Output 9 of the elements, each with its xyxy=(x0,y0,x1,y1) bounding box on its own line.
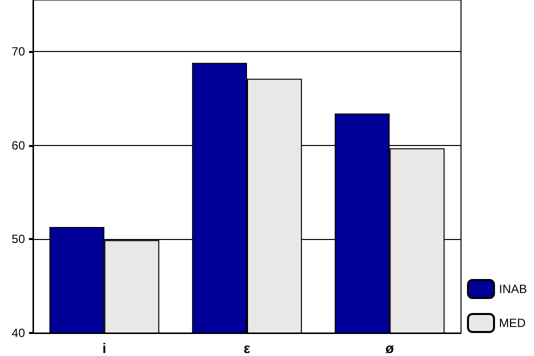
legend-label: MED xyxy=(498,316,526,330)
y-tick-label: 70 xyxy=(12,44,26,59)
y-tick-label: 50 xyxy=(12,232,26,246)
x-tick-label: ø xyxy=(385,340,394,356)
y-tick-label: 60 xyxy=(12,138,26,152)
legend-label: INAB xyxy=(498,282,528,296)
x-tick-label: ε xyxy=(244,340,251,356)
x-tick-label: i xyxy=(102,340,106,356)
y-tick-label: 40 xyxy=(12,326,26,340)
